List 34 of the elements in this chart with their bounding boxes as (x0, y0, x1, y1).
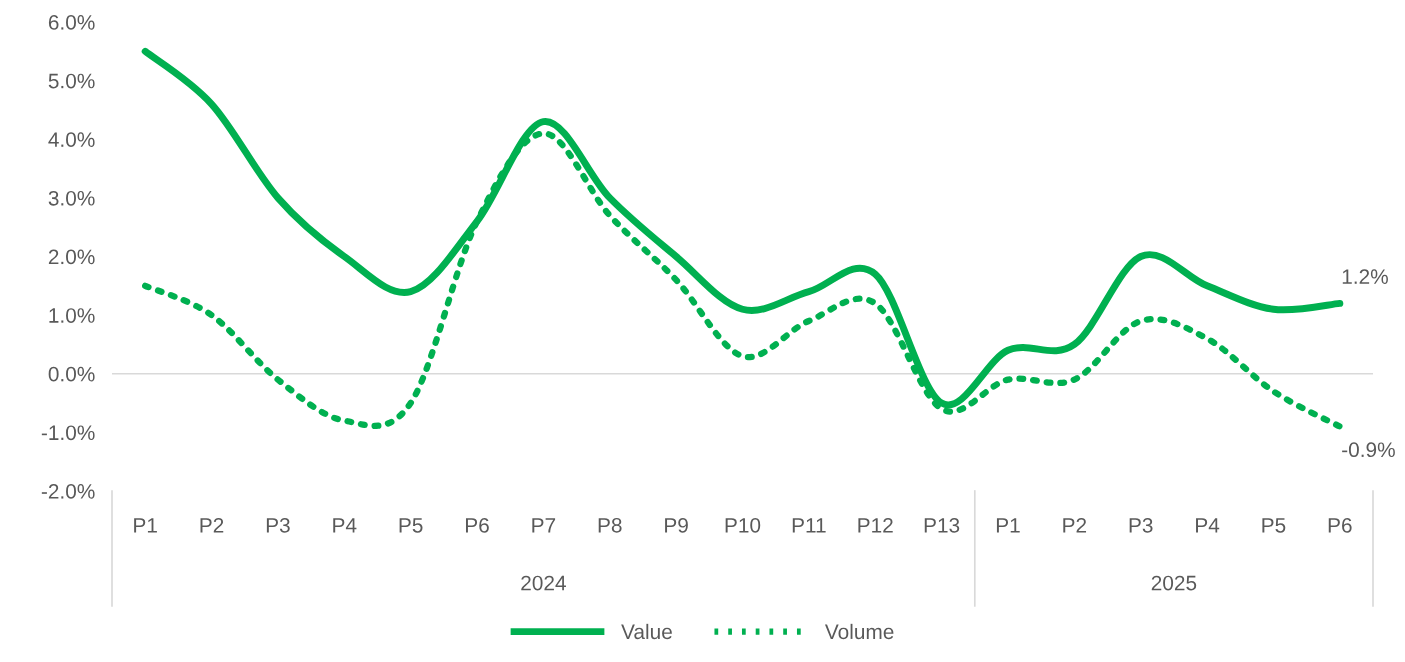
x-tick-label: P13 (924, 517, 960, 533)
text: 2024 (521, 575, 566, 591)
y-tick-label: 2.0% (48, 249, 95, 265)
y-tick-label: 1.0% (49, 308, 95, 323)
x-tick-label: P3 (266, 517, 290, 533)
x-tick-label: P11 (792, 518, 826, 533)
x-tick-label: P9 (665, 517, 688, 533)
x-tick-label: P8 (598, 517, 622, 533)
legend-label: Value (621, 623, 672, 640)
x-tick-label: P1 (996, 518, 1020, 533)
x-tick-label: P12 (858, 517, 893, 533)
x-tick-label: P6 (465, 517, 489, 533)
y-tick-label: 5.0% (48, 73, 95, 89)
x-tick-label: P4 (1196, 518, 1220, 533)
x-tick-label: P4 (333, 518, 357, 533)
x-tick-label: P5 (1262, 518, 1286, 533)
x-tick-label: P2 (200, 517, 224, 533)
x-tick-label: P1 (134, 518, 157, 533)
x-tick-label: P10 (725, 517, 761, 533)
y-tick-label: 3.0% (48, 190, 95, 206)
text: 2025 (1151, 575, 1197, 591)
x-tick-label: P3 (1129, 517, 1153, 533)
y-tick-label: -2.0% (41, 484, 95, 499)
x-tick-label: P2 (1063, 517, 1087, 533)
y-tick-label: 0.0% (48, 366, 95, 382)
x-tick-label: P6 (1328, 517, 1352, 533)
data-label: -0.9% (1342, 442, 1395, 458)
x-tick-label: P5 (399, 518, 423, 533)
y-tick-label: -1.0% (41, 425, 95, 441)
y-tick-label: 6.0% (48, 15, 95, 30)
x-tick-label: P7 (532, 518, 556, 533)
legend-label: Volume (824, 623, 894, 640)
y-tick-label: 4.0% (48, 132, 95, 147)
data-label: 1.2% (1342, 269, 1388, 284)
